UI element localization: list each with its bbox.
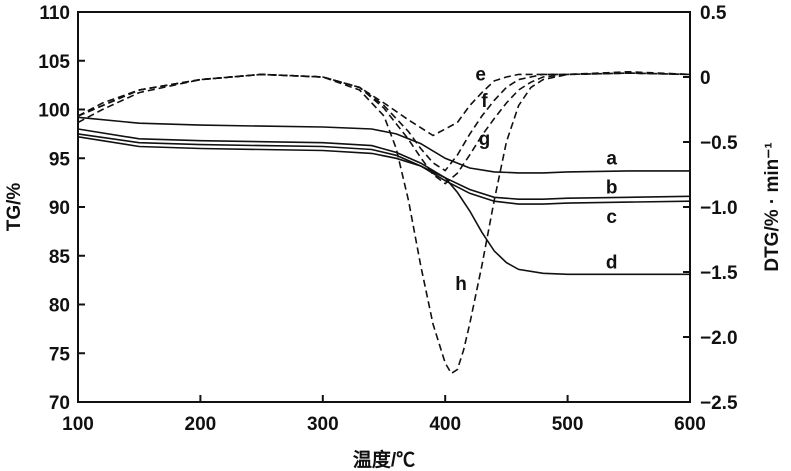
y-tick-label: 90 [49, 198, 70, 219]
y-axis-right-title: DTG/% · min⁻¹ [762, 142, 783, 271]
tg-series-d [77, 136, 690, 276]
y2-tick-label: −1.5 [700, 263, 738, 284]
y-tick-label: 85 [49, 247, 71, 268]
y-tick-label: 75 [49, 344, 71, 365]
y2-tick-label: −2.5 [700, 393, 738, 414]
series-group [77, 70, 691, 375]
y2-tick-label: −0.5 [700, 133, 738, 154]
x-tick-label: 200 [185, 414, 217, 435]
curve-label-g: g [479, 129, 491, 150]
plot-area: 70 75 80 85 90 95 100 105 110 −2.5 −2.0 −1.5 −1.0 −0… [38, 3, 738, 435]
y2-tick-label: −1.0 [700, 198, 738, 219]
curve-label-f: f [481, 91, 488, 112]
curve-label-b: b [606, 178, 618, 199]
dtg-series-g [77, 72, 691, 185]
curve-label-h: h [455, 274, 467, 295]
x-tick-label: 300 [307, 414, 339, 435]
dtg-series-h [77, 72, 691, 375]
y-axis-left-title: TG/% [4, 183, 25, 232]
y2-tick-label: 0.5 [700, 3, 727, 24]
x-tick-label: 100 [62, 414, 94, 435]
dtg-series-e [77, 70, 691, 137]
tg-series-b [77, 128, 691, 200]
curve-label-d: d [606, 253, 618, 274]
x-tick-label: 400 [429, 414, 461, 435]
y-tick-label: 95 [49, 149, 71, 170]
y-axis-right-ticks: −2.5 −2.0 −1.5 −1.0 −0.5 0 0.5 [683, 3, 738, 414]
curve-label-a: a [606, 148, 617, 169]
tg-series-a [77, 116, 690, 174]
y-tick-label: 100 [38, 101, 70, 122]
y-tick-label: 70 [49, 393, 70, 414]
y2-tick-label: 0 [700, 68, 711, 89]
curve-label-e: e [475, 64, 486, 85]
y-axis-left-ticks: 70 75 80 85 90 95 100 105 110 [38, 3, 85, 414]
x-tick-label: 500 [552, 414, 584, 435]
plot-frame [77, 11, 691, 403]
y-tick-label: 110 [39, 3, 70, 24]
x-axis-title: 温度/℃ [353, 448, 415, 471]
curve-labels: abc d efg h [455, 64, 617, 295]
tg-series-c [77, 133, 691, 205]
y-tick-label: 105 [38, 52, 70, 73]
y2-tick-label: −2.0 [700, 328, 738, 349]
x-axis-ticks: 100 200 300 400 500 600 [62, 395, 706, 435]
x-tick-label: 600 [674, 414, 706, 435]
curve-label-c: c [606, 207, 617, 228]
y-tick-label: 80 [49, 296, 70, 317]
